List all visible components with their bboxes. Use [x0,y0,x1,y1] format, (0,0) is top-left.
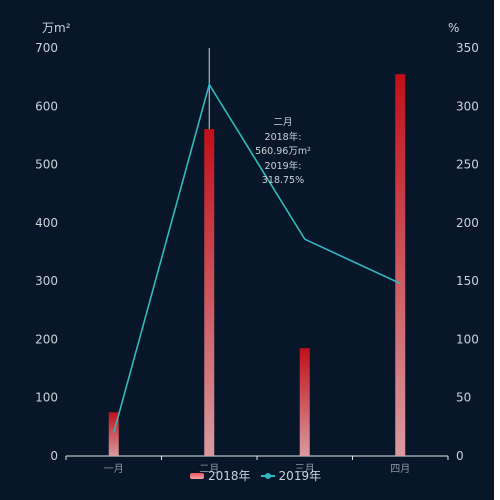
bar-2018[interactable] [299,348,310,456]
tooltip-category: 二月 [273,117,293,128]
left-axis-unit: 万m² [42,21,71,35]
y-left-tick-label: 100 [35,391,58,405]
y-right-tick-label: 300 [456,99,479,113]
y-left-tick-label: 0 [50,449,58,463]
bar-2018[interactable] [108,412,119,456]
right-axis-unit: % [448,21,459,35]
y-left-tick-label: 600 [35,99,58,113]
x-tick-label: 一月 [104,463,124,475]
legend-label-2018: 2018年 [208,469,251,483]
legend: 2018年 2019年 [190,467,331,484]
tooltip: 二月 2018年: 560.96万m² 2019年: 318.75% [240,116,326,189]
y-right-tick-label: 250 [456,158,479,172]
x-tick-label: 四月 [390,463,410,475]
y-right-tick-label: 200 [456,216,479,230]
tooltip-series1-value: 560.96万m² [255,146,311,157]
y-right-tick-label: 350 [456,41,479,55]
tooltip-series2-name: 2019年: [264,160,302,172]
x-tick-label: 二月 [199,463,219,475]
tooltip-series2-value: 318.75% [261,175,305,186]
legend-line-2019 [260,472,275,479]
bar-2018[interactable] [204,129,215,456]
y-left-tick-label: 200 [35,332,58,346]
x-tick-label: 三月 [295,463,315,475]
series-2019-line [112,82,401,433]
y-right-tick-label: 50 [456,391,471,405]
y-right-tick-label: 100 [456,332,479,346]
y-left-tick-label: 400 [35,216,58,230]
bar-2018[interactable] [395,74,406,456]
legend-item-2019[interactable]: 2019年 [260,467,322,484]
y-left-tick-label: 500 [35,158,58,172]
tooltip-series1-name: 2018年: [264,131,302,143]
legend-label-2019: 2019年 [278,469,322,483]
y-left-tick-label: 300 [35,274,58,288]
y-right-tick-label: 150 [456,274,479,288]
legend-item-2018[interactable]: 2018年 [190,467,251,484]
y-left-tick-label: 700 [35,41,58,55]
y-right-tick-label: 0 [456,449,464,463]
legend-swatch-2018 [190,472,204,479]
